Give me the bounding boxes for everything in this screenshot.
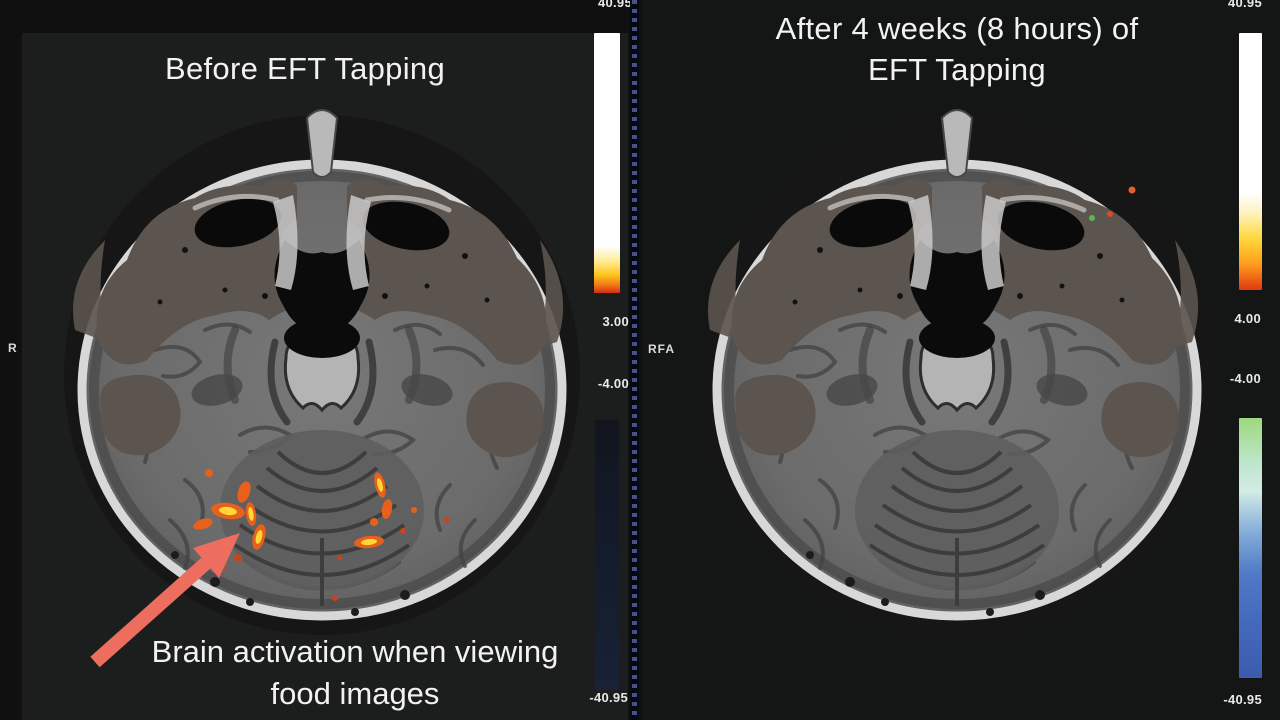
cool-colorbar-left: [595, 420, 619, 690]
orientation-label-left: R: [8, 341, 17, 355]
colorbar-max-right: 40.95: [1227, 0, 1262, 10]
colorbar-neg-threshold-left: -4.00: [597, 376, 629, 391]
activation-caption-line1: Brain activation when viewing: [151, 634, 559, 669]
hot-colorbar-right: [1239, 33, 1262, 290]
right-panel-title-line1: After 4 weeks (8 hours) of: [775, 11, 1139, 46]
cool-colorbar-right: [1239, 418, 1262, 678]
colorbar-pos-threshold-left: 3.00: [602, 314, 629, 329]
right-panel-title: After 4 weeks (8 hours) of EFT Tapping: [677, 8, 1237, 90]
colorbar-min-left: -40.95: [589, 690, 628, 705]
orientation-label-right: RFA: [648, 342, 675, 356]
hot-colorbar-left: [594, 33, 620, 293]
brain-scan-after: [670, 90, 1235, 635]
right-panel-title-line2: EFT Tapping: [868, 52, 1046, 87]
residual-specks: [1089, 186, 1136, 221]
left-panel-title: Before EFT Tapping: [165, 51, 445, 86]
colorbar-min-right: -40.95: [1223, 692, 1262, 707]
activation-caption: Brain activation when viewing food image…: [60, 631, 650, 715]
activation-caption-line2: food images: [270, 676, 440, 711]
panel-divider: [630, 0, 639, 720]
colorbar-max-left: 40.95: [597, 0, 632, 10]
colorbar-pos-threshold-right: 4.00: [1234, 311, 1261, 326]
colorbar-neg-threshold-right: -4.00: [1229, 371, 1261, 386]
activation-arrow: [90, 533, 240, 668]
